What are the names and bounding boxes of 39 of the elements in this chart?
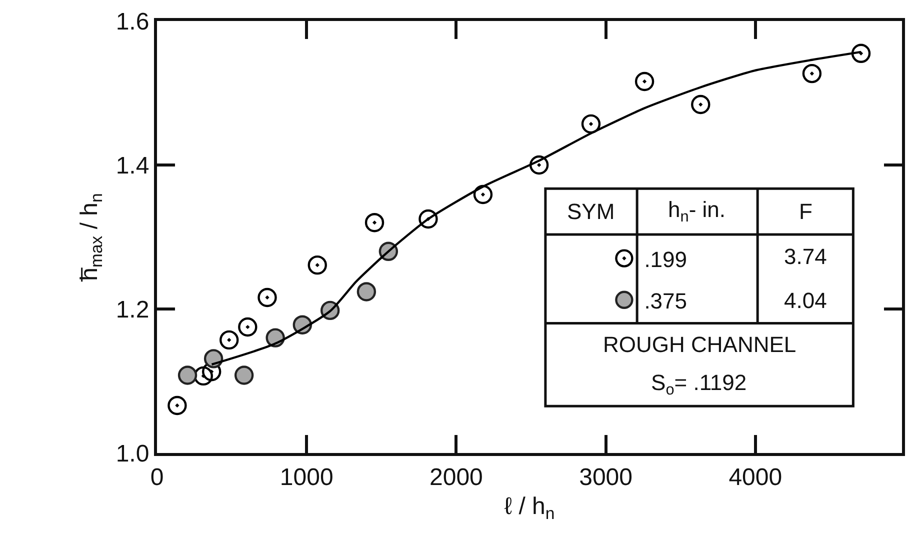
point <box>529 155 549 175</box>
point <box>418 209 438 229</box>
y-tick-label: 1.6 <box>116 8 150 36</box>
y-tick-label: 1.0 <box>116 440 150 468</box>
point <box>851 44 871 63</box>
point <box>356 282 376 302</box>
annotation: S$_{o}$= .1192 <box>651 370 747 399</box>
point <box>204 349 224 368</box>
point <box>168 396 187 416</box>
annotation: 3.74 <box>784 244 827 269</box>
point <box>258 288 277 308</box>
point <box>194 366 213 386</box>
annotation: ROUGH CHANNEL <box>603 332 796 357</box>
point <box>220 330 239 350</box>
point <box>581 114 601 134</box>
point <box>364 213 384 232</box>
point <box>238 317 258 337</box>
point <box>178 366 198 385</box>
point <box>473 184 493 204</box>
x-tick-label: 2000 <box>430 464 483 491</box>
x-tick-label: 4000 <box>728 464 782 491</box>
point <box>691 94 710 114</box>
point <box>634 72 654 92</box>
annotation: h$_{n}$- in. <box>668 197 726 226</box>
y-tick-label: 1.2 <box>116 296 150 324</box>
point <box>202 362 222 382</box>
y-tick-label: 1.4 <box>116 152 150 180</box>
annotation: 4.04 <box>784 288 827 313</box>
point <box>308 255 327 275</box>
point <box>802 64 822 84</box>
legend-label: .199 <box>644 246 688 272</box>
x-tick-label: 0 <box>150 464 164 491</box>
x-axis-title: ℓ / h$_{n}$ <box>504 493 555 524</box>
annotation: SYM <box>567 199 615 224</box>
legend-label: .375 <box>644 288 688 314</box>
annotation: F <box>799 199 812 224</box>
x-tick-label: 1000 <box>280 464 334 491</box>
x-tick-label: 3000 <box>579 464 632 491</box>
point <box>234 366 254 385</box>
